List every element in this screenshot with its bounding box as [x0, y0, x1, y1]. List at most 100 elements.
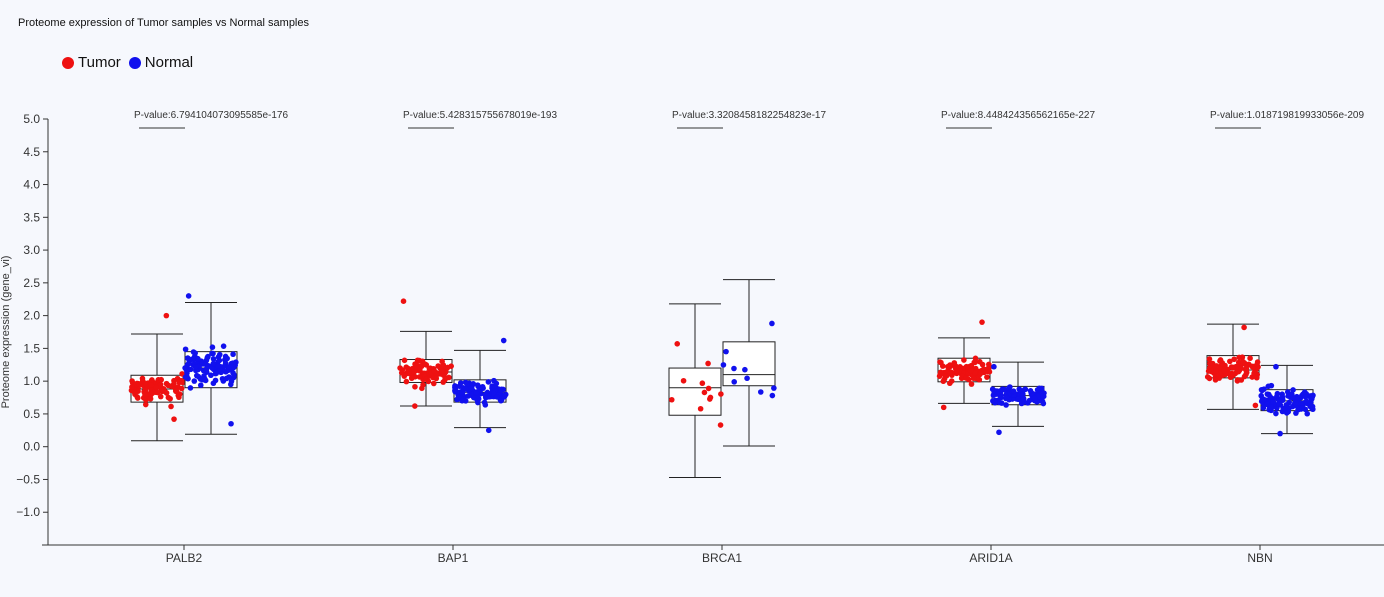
normal-point [480, 385, 486, 391]
tumor-point [414, 357, 421, 364]
tumor-point [176, 394, 182, 401]
normal-point [475, 399, 481, 406]
normal-point [1264, 401, 1271, 407]
tumor-point [439, 358, 445, 365]
normal-point [1010, 388, 1017, 395]
normal-point [498, 387, 505, 394]
x-tick-label: PALB2 [166, 551, 203, 565]
tumor-point [1247, 355, 1253, 362]
tumor-point [1236, 354, 1242, 361]
normal-point [215, 363, 221, 369]
normal-point [185, 293, 192, 299]
normal-point [212, 370, 219, 377]
normal-point [1299, 405, 1305, 411]
tumor-point [1230, 365, 1236, 371]
tumor-point [131, 389, 138, 396]
normal-point [742, 366, 748, 373]
normal-point [991, 363, 997, 370]
tumor-point [158, 376, 165, 383]
normal-point [209, 344, 216, 351]
tumor-point [1254, 361, 1260, 368]
normal-point [1003, 402, 1009, 408]
normal-point [1020, 395, 1027, 402]
tumor-point [1212, 367, 1219, 374]
tumor-point [129, 384, 135, 390]
normal-point [184, 373, 190, 380]
normal-point [1040, 400, 1047, 407]
y-tick-label: 3.0 [23, 243, 40, 257]
tumor-point [159, 387, 165, 393]
normal-point [1027, 388, 1034, 394]
tumor-point [947, 362, 953, 368]
normal-point [485, 427, 492, 434]
tumor-point [1216, 365, 1223, 371]
tumor-point [937, 369, 944, 376]
legend-normal-label: Normal [144, 54, 194, 71]
tumor-point [400, 298, 407, 304]
normal-point [209, 350, 215, 357]
tumor-point [1243, 368, 1250, 375]
normal-point [1031, 395, 1038, 402]
tumor-point [971, 359, 978, 366]
y-tick-label: 4.0 [23, 178, 40, 192]
y-axis-label: Proteome expression (gene_vi) [0, 256, 12, 409]
pvalue-label: P-value:3.3208458182254823e-17 [672, 110, 826, 121]
normal-point [184, 355, 191, 361]
y-tick-label: 1.5 [23, 341, 40, 355]
tumor-point [408, 375, 415, 382]
normal-point [1006, 385, 1012, 391]
normal-point [744, 375, 750, 382]
chart-title: Proteome expression of Tumor samples vs … [18, 17, 309, 29]
normal-point [1283, 402, 1290, 408]
tumor-point [433, 375, 440, 382]
tumor-point [403, 364, 410, 370]
normal-point [185, 360, 192, 367]
legend-item-normal[interactable]: Normal [128, 54, 194, 71]
normal-point [1270, 399, 1276, 406]
normal-point [1026, 397, 1033, 404]
tumor-point [979, 319, 985, 325]
normal-point [473, 390, 480, 396]
x-tick-label: BRCA1 [702, 551, 742, 565]
normal-point [998, 394, 1004, 401]
y-tick-label: 0.0 [23, 440, 40, 454]
tumor-point [178, 385, 185, 392]
tumor-point [168, 403, 174, 410]
normal-point [182, 365, 188, 371]
tumor-point [397, 365, 403, 371]
tumor-point [173, 388, 180, 395]
normal-point [1285, 393, 1292, 399]
tumor-point [403, 378, 410, 385]
normal-point [457, 380, 464, 386]
normal-point [228, 378, 235, 385]
normal-legend-dot-icon [128, 56, 141, 69]
normal-point [501, 393, 507, 399]
tumor-point [707, 394, 714, 401]
y-tick-label: 5.0 [23, 112, 40, 126]
normal-point [723, 348, 729, 355]
tumor-point [1238, 365, 1244, 372]
tumor-point [176, 379, 183, 386]
normal-point [1276, 401, 1282, 407]
pvalue-label: P-value:5.428315755678019e-193 [403, 110, 557, 121]
tumor-point [448, 363, 454, 369]
tumor-point [978, 370, 984, 377]
tumor-point [967, 368, 974, 374]
normal-point [485, 379, 492, 385]
tumor-point [717, 422, 724, 428]
tumor-point [139, 375, 146, 382]
normal-point [757, 389, 764, 395]
tumor-point [1251, 370, 1257, 377]
tumor-point [1227, 358, 1233, 365]
normal-point [1022, 386, 1029, 393]
tumor-point [1204, 374, 1211, 380]
normal-point [1015, 396, 1022, 403]
tumor-point [1252, 402, 1259, 409]
tumor-point [411, 369, 417, 375]
legend-item-tumor[interactable]: Tumor [62, 54, 121, 71]
normal-point [212, 377, 219, 384]
normal-point [210, 356, 217, 362]
normal-point [500, 337, 507, 344]
tumor-point [165, 394, 172, 401]
